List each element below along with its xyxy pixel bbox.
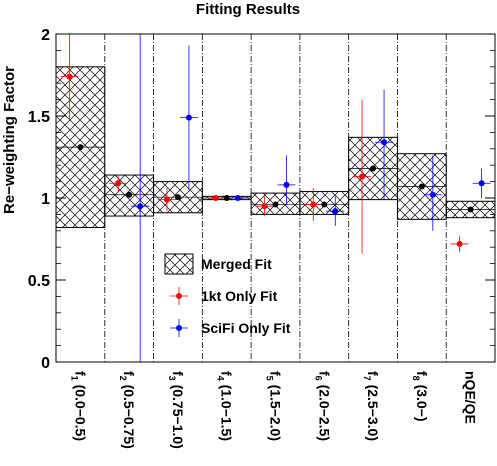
- merged-fit-point: [272, 201, 279, 208]
- x-category-label: nQE/QE: [463, 371, 479, 424]
- category-range: (1.5−2.0): [268, 381, 284, 441]
- category-subscript: 7: [362, 376, 372, 381]
- kt-fit-point: [163, 196, 170, 203]
- y-tick-label: 0: [41, 355, 50, 372]
- kt-fit-point: [359, 173, 366, 180]
- merged-fit-point: [126, 191, 133, 198]
- kt-fit-point: [66, 73, 73, 80]
- scifi-fit-point: [429, 191, 436, 198]
- category-symbol: f: [268, 371, 284, 376]
- merged-fit-point: [174, 194, 181, 201]
- kt-fit-point: [212, 195, 219, 201]
- legend-merged-label: Merged Fit: [201, 256, 272, 272]
- merged-fit-point: [223, 195, 230, 201]
- category-subscript: 2: [118, 376, 128, 381]
- scifi-fit-point: [478, 180, 485, 187]
- scifi-fit-point: [185, 114, 192, 121]
- category-range: (0.0−0.5): [72, 381, 88, 441]
- category-symbol: f: [365, 371, 381, 376]
- scifi-fit-point: [332, 208, 339, 215]
- y-tick-label: 1: [41, 191, 50, 208]
- category-subscript: 8: [411, 376, 421, 381]
- merged-fit-point: [467, 206, 474, 213]
- category-symbol: f: [121, 371, 137, 376]
- category-range: (2.0−2.5): [316, 381, 332, 441]
- merged-fit-point: [418, 183, 425, 190]
- category-range: (0.75−1.0): [170, 381, 186, 449]
- merged-fit-point: [77, 144, 84, 151]
- x-category-label: f6 (2.0−2.5): [313, 371, 332, 441]
- x-category-label: f1 (0.0−0.5): [69, 371, 88, 441]
- category-symbol: f: [72, 371, 88, 376]
- legend-kt-marker: [176, 293, 182, 299]
- x-category-label: f2 (0.5−0.75): [118, 371, 137, 449]
- category-range: (1.0−1.5): [219, 381, 235, 441]
- kt-fit-point: [115, 180, 122, 187]
- chart-title: Fitting Results: [196, 1, 300, 18]
- legend-merged-swatch: [164, 253, 194, 275]
- category-subscript: 6: [313, 376, 323, 381]
- x-category-label: f7 (2.5−3.0): [362, 371, 381, 441]
- category-range: (2.5−3.0): [365, 381, 381, 441]
- category-symbol: f: [170, 371, 186, 376]
- legend-kt-label: 1kt Only Fit: [201, 288, 278, 304]
- category-subscript: 3: [167, 376, 177, 381]
- scifi-fit-point: [137, 203, 144, 210]
- legend-scifi-marker: [176, 325, 182, 331]
- category-subscript: 1: [69, 376, 79, 381]
- merged-fit-point: [370, 165, 377, 172]
- kt-fit-point: [261, 203, 268, 210]
- category-symbol: f: [316, 371, 332, 376]
- scifi-fit-point: [381, 139, 388, 146]
- category-subscript: 5: [265, 376, 275, 381]
- y-tick-label: 1.5: [28, 109, 50, 126]
- category-symbol: nQE/QE: [463, 371, 479, 424]
- merged-fit-point: [321, 201, 328, 208]
- x-category-label: f8 (3.0−): [411, 371, 430, 422]
- y-axis-label: Re−weighting Factor: [1, 66, 18, 214]
- category-symbol: f: [219, 371, 235, 376]
- x-category-label: f5 (1.5−2.0): [265, 371, 284, 441]
- legend-scifi-label: SciFi Only Fit: [201, 320, 291, 336]
- legend: Merged Fit 1kt Only Fit SciFi Only Fit: [164, 253, 291, 337]
- x-category-label: f4 (1.0−1.5): [216, 371, 235, 441]
- scifi-fit-point: [283, 181, 290, 188]
- category-subscript: 4: [216, 376, 226, 381]
- scifi-fit-point: [234, 195, 241, 201]
- kt-fit-point: [456, 240, 463, 247]
- category-range: (3.0−): [414, 381, 430, 422]
- y-tick-label: 0.5: [28, 273, 50, 290]
- category-range: (0.5−0.75): [121, 381, 137, 449]
- x-category-label: f3 (0.75−1.0): [167, 371, 186, 449]
- kt-fit-point: [310, 201, 317, 208]
- category-symbol: f: [414, 371, 430, 376]
- y-tick-label: 2: [41, 27, 50, 44]
